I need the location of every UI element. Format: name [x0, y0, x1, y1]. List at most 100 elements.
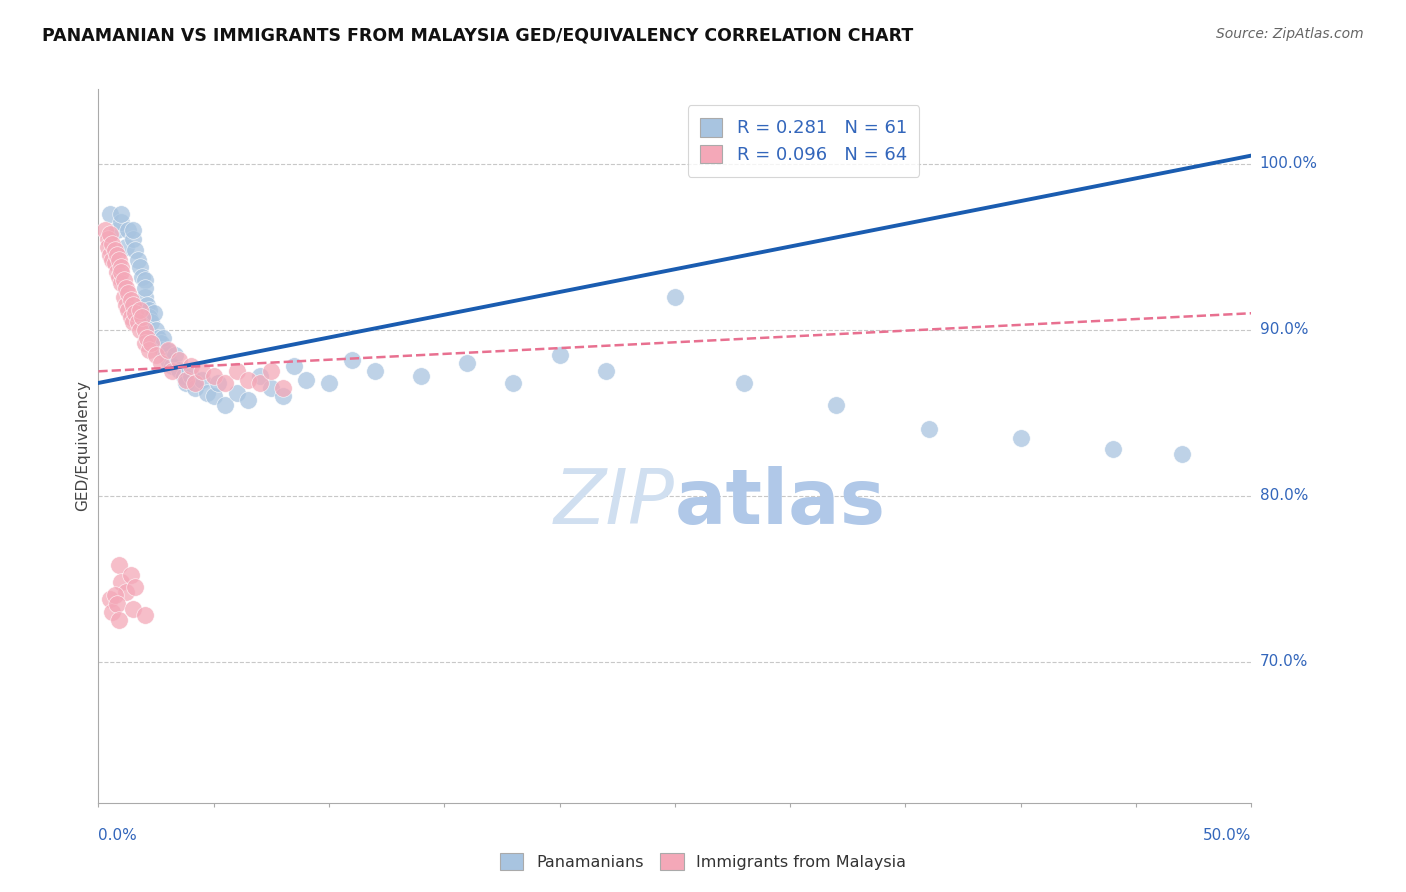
Point	[249, 369, 271, 384]
Point	[364, 364, 387, 378]
Point	[101, 253, 124, 268]
Point	[105, 265, 128, 279]
Point	[110, 575, 132, 590]
Point	[110, 215, 132, 229]
Point	[134, 608, 156, 623]
Point	[134, 281, 156, 295]
Text: 80.0%: 80.0%	[1260, 488, 1308, 503]
Point	[122, 298, 145, 312]
Point	[180, 369, 202, 384]
Point	[249, 376, 271, 390]
Point	[98, 591, 121, 606]
Point	[131, 269, 153, 284]
Point	[411, 369, 433, 384]
Point	[1171, 447, 1194, 461]
Point	[202, 389, 225, 403]
Point	[127, 253, 149, 268]
Point	[122, 231, 145, 245]
Point	[115, 585, 138, 599]
Point	[138, 343, 160, 357]
Point	[98, 207, 121, 221]
Point	[156, 352, 179, 367]
Point	[225, 385, 247, 400]
Point	[117, 286, 139, 301]
Point	[225, 364, 247, 378]
Point	[214, 376, 236, 390]
Point	[134, 336, 156, 351]
Point	[167, 352, 190, 367]
Point	[94, 223, 117, 237]
Point	[124, 306, 146, 320]
Point	[98, 227, 121, 241]
Point	[156, 343, 179, 357]
Point	[108, 269, 131, 284]
Text: atlas: atlas	[675, 467, 886, 540]
Point	[271, 389, 294, 403]
Y-axis label: GED/Equivalency: GED/Equivalency	[75, 381, 90, 511]
Point	[664, 290, 686, 304]
Point	[595, 364, 617, 378]
Point	[105, 223, 128, 237]
Point	[502, 376, 524, 390]
Text: ZIP: ZIP	[554, 467, 675, 540]
Legend: Panamanians, Immigrants from Malaysia: Panamanians, Immigrants from Malaysia	[489, 844, 917, 880]
Point	[103, 588, 125, 602]
Point	[214, 397, 236, 411]
Text: 0.0%: 0.0%	[98, 828, 138, 843]
Point	[141, 314, 163, 328]
Point	[135, 331, 157, 345]
Point	[108, 558, 131, 573]
Point	[191, 373, 214, 387]
Point	[1010, 431, 1032, 445]
Point	[167, 362, 190, 376]
Point	[101, 236, 124, 251]
Point	[134, 323, 156, 337]
Point	[917, 422, 939, 436]
Point	[101, 605, 124, 619]
Point	[174, 376, 197, 390]
Point	[108, 253, 131, 268]
Point	[120, 310, 142, 324]
Point	[134, 290, 156, 304]
Point	[129, 302, 152, 317]
Legend: R = 0.281   N = 61, R = 0.096   N = 64: R = 0.281 N = 61, R = 0.096 N = 64	[688, 105, 920, 177]
Point	[138, 310, 160, 324]
Point	[135, 298, 157, 312]
Point	[122, 223, 145, 237]
Point	[180, 359, 202, 374]
Point	[238, 373, 260, 387]
Point	[103, 256, 125, 270]
Point	[122, 314, 145, 328]
Point	[160, 359, 183, 374]
Point	[340, 352, 363, 367]
Point	[184, 381, 207, 395]
Point	[110, 265, 132, 279]
Point	[97, 240, 120, 254]
Point	[129, 260, 152, 274]
Point	[202, 369, 225, 384]
Point	[127, 314, 149, 328]
Text: 70.0%: 70.0%	[1260, 654, 1308, 669]
Point	[160, 364, 183, 378]
Text: Source: ZipAtlas.com: Source: ZipAtlas.com	[1216, 27, 1364, 41]
Point	[152, 331, 174, 345]
Point	[105, 248, 128, 262]
Point	[318, 376, 340, 390]
Point	[149, 356, 172, 370]
Text: 90.0%: 90.0%	[1260, 322, 1308, 337]
Point	[191, 364, 214, 378]
Point	[110, 277, 132, 291]
Point	[112, 273, 135, 287]
Point	[548, 348, 571, 362]
Point	[122, 601, 145, 615]
Text: PANAMANIAN VS IMMIGRANTS FROM MALAYSIA GED/EQUIVALENCY CORRELATION CHART: PANAMANIAN VS IMMIGRANTS FROM MALAYSIA G…	[42, 27, 914, 45]
Point	[174, 373, 197, 387]
Point	[260, 364, 283, 378]
Text: 100.0%: 100.0%	[1260, 156, 1317, 171]
Point	[105, 597, 128, 611]
Point	[295, 373, 318, 387]
Point	[115, 298, 138, 312]
Point	[825, 397, 848, 411]
Point	[124, 580, 146, 594]
Point	[145, 348, 167, 362]
